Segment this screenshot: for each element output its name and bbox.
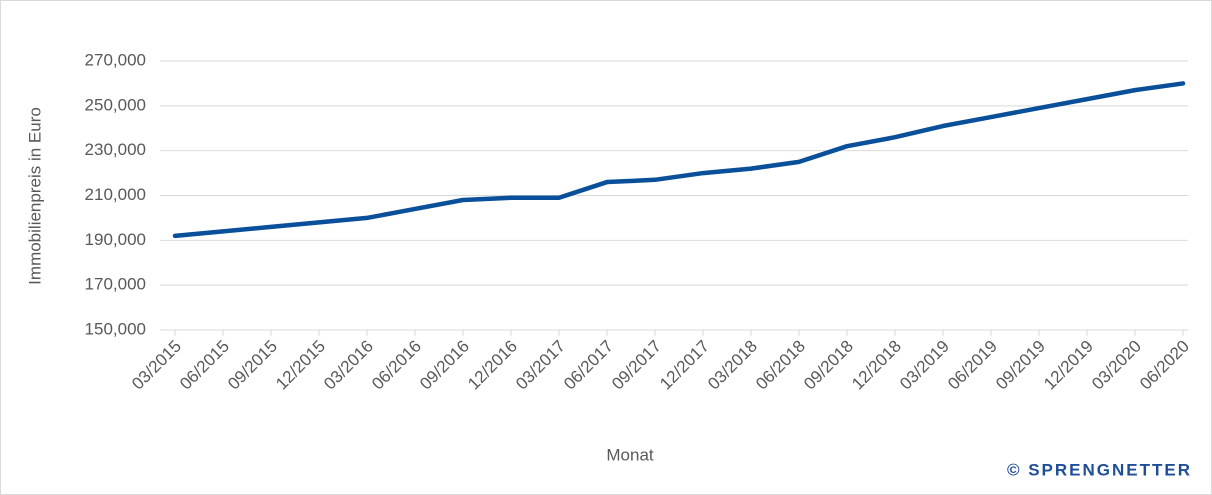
y-tick-label: 270,000 (85, 50, 146, 69)
y-tick-label: 210,000 (85, 185, 146, 204)
y-tick-label: 190,000 (85, 230, 146, 249)
line-series (172, 81, 1186, 239)
footer-brand: © SPRENGNETTER (1007, 460, 1192, 479)
x-axis-title: Monat (606, 445, 654, 464)
y-tick-label: 230,000 (85, 140, 146, 159)
y-tick-label: 170,000 (85, 275, 146, 294)
y-tick-label: 150,000 (85, 319, 146, 338)
y-axis-title: Immobilienpreis in Euro (25, 107, 44, 285)
y-tick-label: 250,000 (85, 95, 146, 114)
